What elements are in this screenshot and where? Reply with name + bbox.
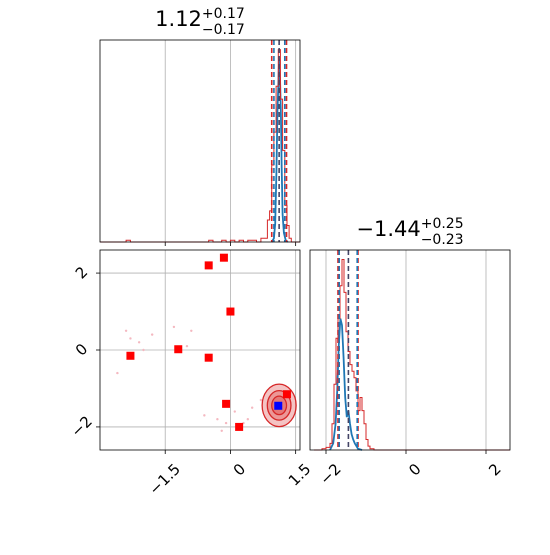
sample-point: [233, 410, 236, 413]
panel-frame-1: [99, 39, 301, 243]
sample-point: [246, 418, 250, 421]
sample-point: [190, 329, 193, 332]
scatter-plot-area: [116, 253, 297, 432]
sample-point: [137, 341, 141, 344]
title-lower-error-1: −0.17: [202, 22, 245, 38]
x-tick-label-2: 2: [485, 460, 504, 479]
title-upper-error: +0.17: [202, 6, 245, 22]
sample-point: [250, 406, 254, 409]
sample-point: [150, 333, 154, 336]
panel-frame-2: [309, 249, 511, 451]
sample-point: [259, 398, 263, 402]
red-square-marker: [282, 390, 291, 399]
title-lower-error-2: −0.23: [421, 232, 464, 248]
sample-point: [116, 371, 119, 375]
red-square-marker: [174, 345, 183, 354]
title-value: 1.12: [155, 7, 202, 31]
sample-point: [124, 329, 128, 332]
x-tick-label-2: −2: [316, 460, 344, 488]
y-tick-label: 0: [72, 340, 91, 359]
panel-title-2: −1.44+0.25: [356, 216, 463, 241]
sample-point: [129, 337, 132, 340]
sample-point: [185, 344, 189, 348]
red-square-marker: [126, 351, 135, 360]
panel-frame-3: [99, 249, 301, 451]
sample-point: [172, 325, 176, 329]
x-tick-label-3: −1.5: [145, 460, 183, 498]
red-square-marker: [222, 399, 231, 408]
blue-square-marker: [274, 401, 283, 410]
histogram-step-red-1: [100, 49, 300, 243]
red-square-marker: [204, 353, 213, 362]
panel-title-1: 1.12+0.17: [155, 6, 245, 31]
x-tick-label-2: 0: [405, 460, 424, 479]
title-value: −1.44: [356, 217, 420, 241]
red-square-marker: [204, 261, 213, 270]
y-tick-label: 2: [72, 263, 91, 282]
sample-point: [216, 418, 219, 421]
sample-point: [142, 348, 145, 352]
x-tick-label-3: 1.5: [285, 460, 315, 490]
sample-point: [224, 421, 228, 425]
red-square-marker: [226, 307, 235, 316]
red-square-marker: [219, 253, 228, 262]
histogram-line-blue-2: [329, 318, 363, 451]
x-tick-label-3: 0: [230, 460, 249, 479]
y-tick-label: −2: [67, 412, 95, 440]
title-upper-error: +0.25: [421, 216, 464, 232]
sample-point: [220, 429, 223, 432]
histogram-step-red-2: [314, 259, 510, 451]
sample-point: [203, 414, 206, 417]
red-square-marker: [235, 422, 244, 431]
